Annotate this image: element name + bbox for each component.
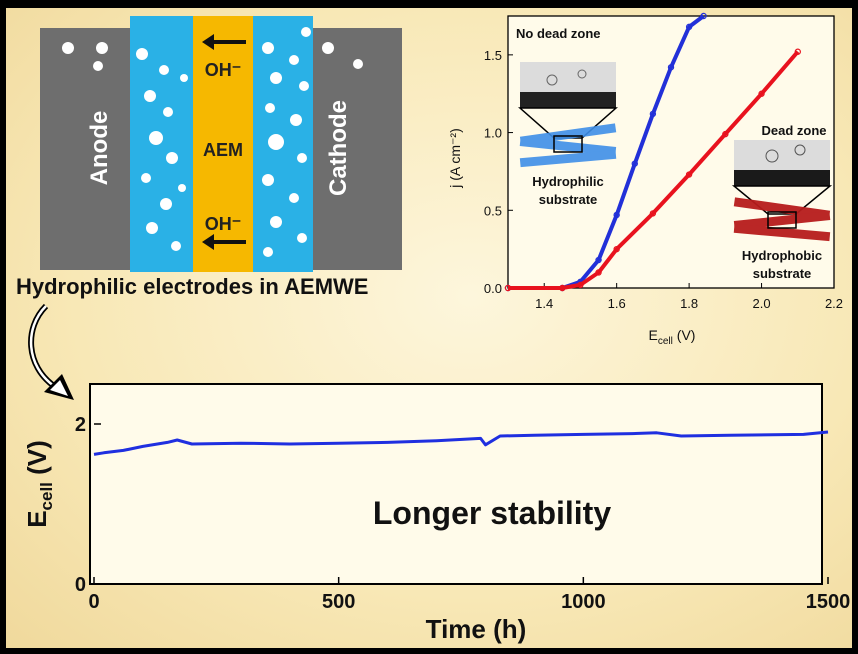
anode-plate	[40, 28, 130, 270]
stab-series-line-0	[93, 430, 829, 456]
pol-x-axis-label: Ecell (V)	[649, 327, 696, 347]
bubble-12	[171, 241, 181, 251]
stab-y-tick-label-1: 2	[75, 414, 86, 436]
pol-y-tick-label-3: 1.5	[484, 48, 502, 63]
pol-series-1-point-9	[794, 48, 801, 55]
membrane	[193, 16, 253, 272]
oh-top-label: OH⁻	[205, 60, 242, 80]
bubble-22	[297, 153, 307, 163]
bubble-30	[301, 27, 311, 37]
annotation-hydrophobic-substrate: substrate	[753, 266, 812, 281]
bubble-29	[353, 59, 363, 69]
bubble-6	[163, 107, 173, 117]
stab-y-axis-label: Ecell (V)	[22, 440, 56, 528]
bubble-17	[270, 72, 282, 84]
bubble-13	[180, 74, 188, 82]
stability-chart: 0 500 1000 1500 0 2 Longer stability Time (h)…	[22, 383, 851, 644]
bubble-11	[146, 222, 158, 234]
aem-label: AEM	[203, 140, 243, 160]
bubble-10	[160, 198, 172, 210]
polarization-chart: 1.4 1.6 1.8 2.0 2.2 0.0 0.5 1.0 1.5	[447, 12, 843, 347]
aemwe-schematic: Anode Cathode AEM OH⁻ OH⁻	[40, 16, 402, 272]
stab-x-tick-label-3: 1500	[806, 591, 851, 613]
bubble-14	[178, 184, 186, 192]
bubble-9	[141, 173, 151, 183]
bubble-18	[299, 81, 309, 91]
bubble-25	[270, 216, 282, 228]
pol-series-1-point-7	[722, 130, 729, 138]
curved-arrow-icon	[28, 303, 74, 400]
anode-top-flange	[40, 28, 140, 58]
bubble-21	[268, 134, 284, 150]
pol-y-axis-label: j (A cm⁻²)	[447, 128, 463, 189]
bubble-3	[136, 48, 148, 60]
bubble-2	[93, 61, 103, 71]
bubble-20	[290, 114, 302, 126]
bubble-8	[166, 152, 178, 164]
stab-x-tick-label-1: 500	[322, 591, 355, 613]
pol-series-1-point-2	[577, 281, 584, 289]
pol-x-tick-label-0: 1.4	[535, 296, 553, 311]
pol-x-tick-label-4: 2.2	[825, 296, 843, 311]
pol-y-tick-label-1: 0.5	[484, 203, 502, 218]
bubble-23	[262, 174, 274, 186]
pol-series-0-point-9	[700, 12, 707, 20]
stab-x-tick-label-0: 0	[88, 591, 99, 613]
oh-bottom-arrow-icon	[202, 234, 246, 250]
pol-series-0-point-3	[595, 256, 602, 264]
pol-series-1-point-8	[758, 90, 765, 97]
pol-series-0-point-6	[649, 110, 657, 118]
pol-series-line-1	[508, 50, 800, 290]
pol-series-0-point-4	[613, 211, 620, 219]
hydrophobic-inset	[731, 140, 833, 242]
oh-top-arrow-icon	[202, 34, 246, 50]
figure-canvas: Anode Cathode AEM OH⁻ OH⁻ Hydrophilic el…	[6, 8, 852, 648]
bubble-15	[262, 42, 274, 54]
stab-plot-bg	[89, 383, 823, 585]
annotation-hydrophilic-substrate: substrate	[539, 192, 598, 207]
bubble-0	[62, 42, 74, 54]
pol-series-0-point-8	[685, 23, 693, 31]
annotation-hydrophilic: Hydrophilic	[532, 174, 604, 189]
pol-x-tick-label-1: 1.6	[608, 296, 626, 311]
bubble-27	[263, 247, 273, 257]
pol-series-0-point-5	[631, 160, 638, 167]
pol-series-1-point-1	[559, 284, 566, 292]
pol-series-1-point-5	[649, 210, 657, 217]
stability-annotation: Longer stability	[373, 495, 611, 531]
bubble-7	[149, 131, 163, 145]
figure-caption: Hydrophilic electrodes in AEMWE	[16, 274, 369, 299]
oh-bottom-label: OH⁻	[205, 214, 242, 234]
bubble-24	[289, 193, 299, 203]
bubble-4	[159, 65, 169, 75]
pol-y-tick-label-0: 0.0	[484, 281, 502, 296]
bubble-26	[297, 233, 307, 243]
annotation-hydrophobic: Hydrophobic	[742, 248, 822, 263]
bubble-16	[289, 55, 299, 65]
stab-x-tick-label-2: 1000	[561, 591, 606, 613]
pol-series-1-point-0	[504, 284, 512, 292]
bubble-1	[96, 42, 108, 54]
bubble-19	[265, 103, 275, 113]
hydrophilic-inset	[518, 62, 618, 168]
bubble-28	[322, 42, 334, 54]
annotation-dead-zone: Dead zone	[761, 123, 826, 138]
pol-series-0-point-7	[667, 64, 675, 71]
cathode-label: Cathode	[325, 100, 352, 196]
pol-series-1-point-3	[595, 269, 602, 276]
bubble-5	[144, 90, 156, 102]
anode-label: Anode	[86, 111, 113, 186]
pol-series-1-point-6	[685, 171, 693, 178]
pol-x-tick-label-2: 1.8	[680, 296, 698, 311]
annotation-no-dead-zone: No dead zone	[516, 26, 601, 41]
pol-x-tick-label-3: 2.0	[753, 296, 771, 311]
gas-bubbles	[62, 27, 363, 257]
pol-y-tick-label-2: 1.0	[484, 126, 502, 141]
pol-series-1-point-4	[613, 245, 620, 253]
stab-x-axis-label: Time (h)	[426, 614, 527, 644]
stab-y-tick-label-0: 0	[75, 574, 86, 596]
